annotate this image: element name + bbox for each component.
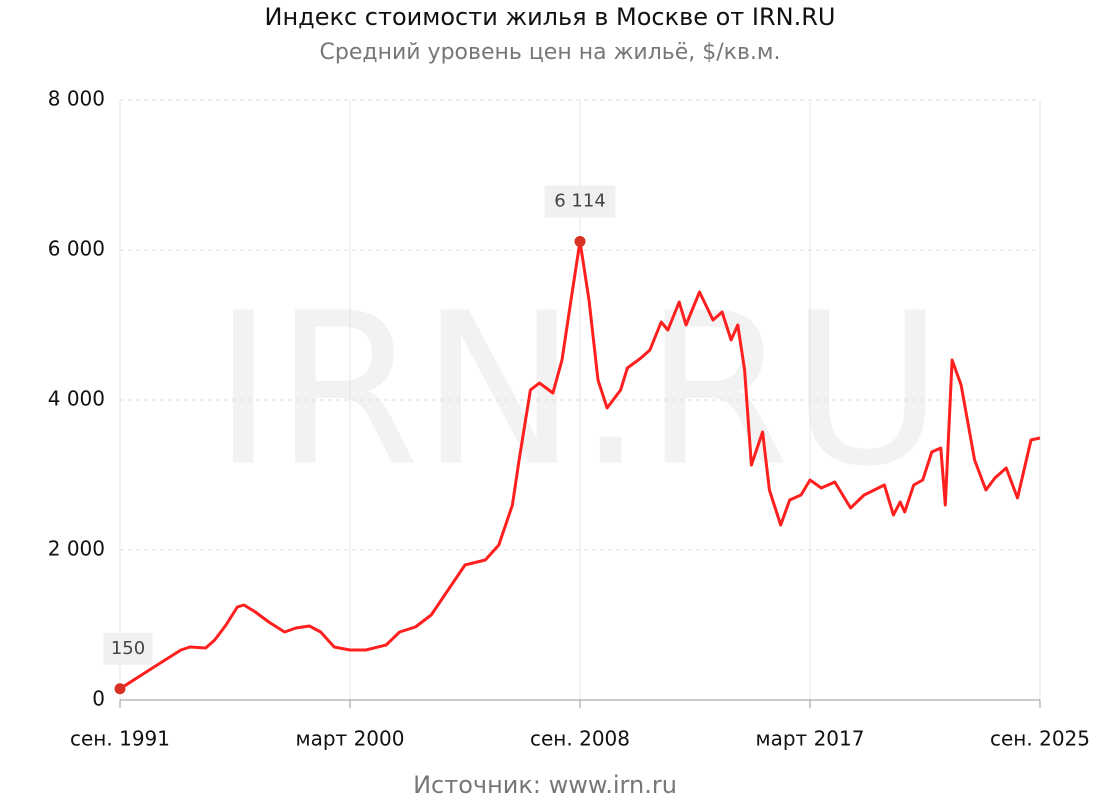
- y-tick-label: 4 000: [48, 387, 105, 411]
- x-tick-label: сен. 2025: [990, 727, 1090, 751]
- x-tick-label: март 2000: [296, 727, 405, 751]
- chart-title: Индекс стоимости жилья в Москве от IRN.R…: [264, 3, 835, 31]
- data-label-box: [544, 185, 616, 218]
- x-tick-label: сен. 1991: [70, 727, 170, 751]
- x-tick-label: март 2017: [756, 727, 865, 751]
- watermark: IRN.RU: [212, 268, 943, 513]
- y-tick-label: 6 000: [48, 237, 105, 261]
- y-tick-label: 0: [92, 687, 105, 711]
- point-marker: [574, 235, 586, 247]
- x-tick-label: сен. 2008: [530, 727, 630, 751]
- y-tick-label: 2 000: [48, 537, 105, 561]
- price-line: [119, 239, 1041, 691]
- y-tick-label: 8 000: [48, 87, 105, 111]
- data-label: 6 114: [554, 190, 606, 211]
- data-label: 150: [111, 638, 145, 659]
- data-label-box: [103, 632, 153, 665]
- source: Источник: www.irn.ru: [413, 771, 677, 799]
- chart-subtitle: Средний уровень цен на жильё, $/кв.м.: [320, 40, 781, 65]
- point-marker: [114, 683, 126, 695]
